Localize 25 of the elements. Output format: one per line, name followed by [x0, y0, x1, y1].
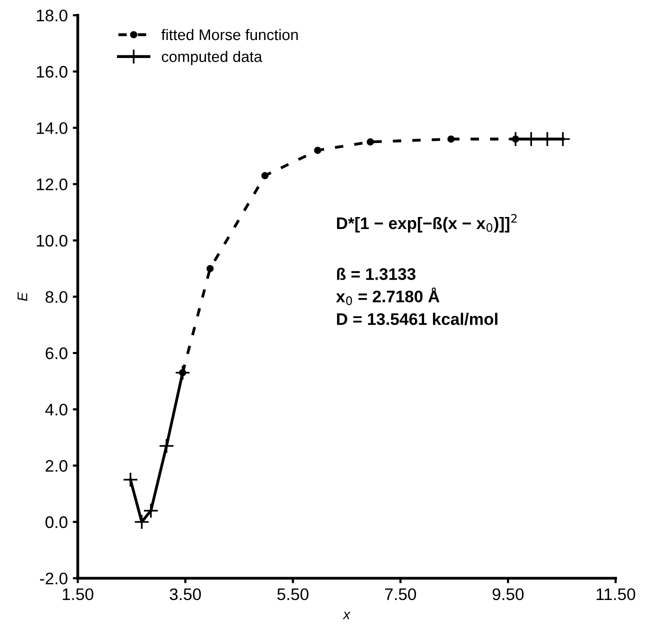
y-tick-label: 6.0	[46, 347, 68, 360]
x-tick-label: 3.50	[170, 588, 201, 600]
annotation: D*[1 − exp[−ß(x − x$_{0}$)]]$^{2}$	[337, 214, 517, 232]
y-tick-label: 8.0	[46, 291, 68, 303]
x-axis-title: x	[342, 612, 351, 620]
legend-label: fitted Morse function	[161, 28, 298, 40]
legend-label: computed data	[162, 50, 262, 66]
annotation: D = 13.5461 kcal/mol	[337, 312, 498, 326]
y-tick-label: 2.0	[46, 460, 68, 472]
x-tick-label: 9.50	[492, 588, 524, 600]
y-tick-label: 10.0	[36, 234, 68, 247]
annotation: x$_{0}$ = 2.7180 Å	[336, 288, 440, 306]
y-tick-label: 12.0	[36, 178, 68, 190]
y-tick-label: 16.0	[36, 66, 68, 78]
y-tick-label: 4.0	[45, 404, 68, 416]
y-tick-label: 14.0	[36, 122, 68, 134]
y-axis-title: E	[18, 292, 28, 301]
y-tick-label: 18.0	[36, 10, 68, 22]
x-tick-label: 7.50	[385, 588, 416, 600]
x-tick-label: 5.50	[277, 588, 308, 600]
annotation: ß = 1.3133	[337, 268, 416, 280]
y-tick-label: -2.0	[40, 572, 68, 584]
y-tick-label: 0.0	[46, 516, 68, 528]
x-tick-label: 1.50	[62, 588, 94, 600]
x-tick-label: 11.50	[596, 588, 636, 600]
